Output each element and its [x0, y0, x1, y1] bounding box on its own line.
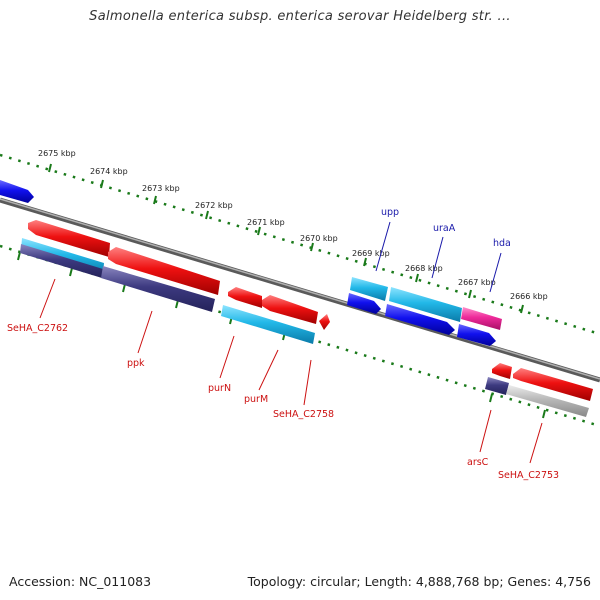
gene-arrow[interactable] — [0, 180, 34, 203]
gene-arrow[interactable] — [108, 247, 220, 295]
upper-ruler-ticks — [48, 163, 524, 314]
ruler-label: 2669 kbp — [352, 249, 390, 258]
ruler-label: 2673 kbp — [142, 184, 180, 193]
gene-arrow[interactable] — [101, 266, 215, 312]
ruler-label: 2672 kbp — [195, 201, 233, 210]
ruler-labels: 2675 kbp 2674 kbp 2673 kbp 2672 kbp 2671… — [38, 149, 548, 301]
ruler-label: 2670 kbp — [300, 234, 338, 243]
gene-arrow[interactable] — [262, 295, 318, 324]
ruler-label: 2675 kbp — [38, 149, 76, 158]
leader-lines — [39, 221, 543, 464]
gene-label-purN: purN — [208, 383, 231, 394]
gene-arrow[interactable] — [20, 244, 103, 278]
gene-arrow[interactable] — [28, 220, 110, 257]
ruler-label: 2668 kbp — [405, 264, 443, 273]
gene-arrow[interactable] — [347, 293, 381, 314]
gene-arrow[interactable] — [319, 314, 330, 330]
map-title: Salmonella enterica subsp. enterica sero… — [89, 9, 511, 24]
genome-backbone — [0, 197, 600, 383]
gene-arrow[interactable] — [350, 277, 388, 301]
gene-arrow[interactable] — [221, 305, 315, 344]
gene-label-arsC: arsC — [467, 457, 489, 468]
gene-label-hda: hda — [493, 238, 511, 249]
gene-arrow[interactable] — [389, 287, 462, 322]
gene-label-uraA: uraA — [433, 223, 456, 234]
gene-label-upp: upp — [381, 207, 399, 218]
gene-arrow[interactable] — [457, 324, 496, 346]
ruler-label: 2667 kbp — [458, 278, 496, 287]
ruler-label: 2674 kbp — [90, 167, 128, 176]
gene-arrow[interactable] — [485, 377, 509, 395]
gene-arrow[interactable] — [385, 304, 455, 335]
topology-text: Topology: circular; Length: 4,888,768 bp… — [247, 574, 591, 589]
ruler-label: 2666 kbp — [510, 292, 548, 301]
gene-label-SeHA_C2758: SeHA_C2758 — [273, 409, 334, 420]
gene-label-SeHA_C2762: SeHA_C2762 — [7, 323, 68, 334]
gene-arrow[interactable] — [506, 385, 589, 417]
gene-arrow[interactable] — [228, 287, 262, 308]
gene-label-SeHA_C2753: SeHA_C2753 — [498, 470, 559, 481]
gene-label-ppk: ppk — [127, 358, 145, 369]
gene-labels: SeHA_C2762 ppk purN purM SeHA_C2758 upp … — [7, 207, 559, 481]
gene-arrow[interactable] — [461, 307, 502, 330]
ruler-label: 2671 kbp — [247, 218, 285, 227]
accession-text: Accession: NC_011083 — [9, 574, 152, 589]
gene-label-purM: purM — [244, 394, 268, 405]
gene-arrow[interactable] — [513, 368, 593, 401]
gene-arrow[interactable] — [492, 363, 512, 379]
